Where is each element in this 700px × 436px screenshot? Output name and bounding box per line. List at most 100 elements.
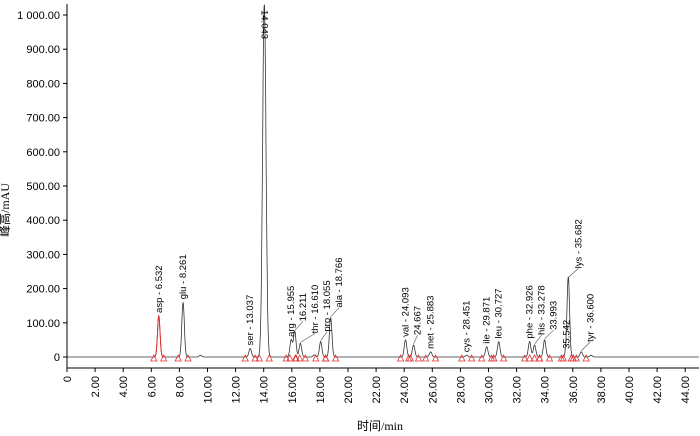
peak-marker-icon	[530, 354, 539, 362]
peak-marker-icon	[160, 354, 168, 362]
x-tick-label: 36.00	[568, 376, 580, 404]
peak-label: phe - 32.926	[525, 285, 536, 338]
peak-marker-icon	[468, 354, 476, 362]
peak-marker-icon	[174, 354, 182, 362]
peak-label: 24.667	[413, 306, 424, 335]
label-leader-line	[581, 341, 591, 352]
peak-marker-icon	[490, 354, 498, 362]
peak-label: asp - 6.532	[154, 265, 165, 313]
label-leader-line	[568, 268, 579, 278]
peak-marker-icon	[301, 354, 309, 362]
label-leader-line	[294, 321, 304, 331]
peak-marker-icon	[291, 354, 300, 362]
peak-marker-icon	[251, 354, 259, 362]
peak-marker-icon	[431, 354, 440, 362]
x-tick-label: 16.00	[287, 376, 299, 404]
peak-marker-icon	[414, 354, 423, 362]
y-tick-label: 500.00	[26, 181, 60, 193]
peak-marker-icon	[322, 354, 330, 362]
peak-marker-icon	[536, 354, 544, 362]
peak-marker-icon	[286, 354, 294, 362]
y-tick-label: 400.00	[26, 215, 60, 227]
peak-highlight	[153, 314, 165, 358]
peak-label: 16.211	[298, 293, 309, 321]
x-tick-label: 22.00	[371, 376, 383, 404]
x-tick-label: 14.00	[259, 376, 271, 404]
peak-label: met - 25.883	[426, 296, 437, 349]
peak-label: 14.043	[258, 10, 269, 39]
chromatogram-trace	[67, 4, 699, 358]
peak-marker-icon	[582, 354, 590, 362]
peak-marker-icon	[312, 354, 320, 362]
y-axis-label: 峰高/mAU	[0, 183, 12, 237]
x-tick-label: 42.00	[652, 376, 664, 404]
peak-marker-icon	[150, 354, 158, 362]
y-tick-label: 100.00	[26, 318, 60, 330]
y-tick-label: 1 000.00	[17, 10, 60, 22]
y-tick-label: 600.00	[26, 147, 60, 159]
x-tick-label: 34.00	[540, 376, 552, 404]
x-tick-label: 2.00	[90, 376, 102, 397]
peak-marker-icon	[521, 354, 529, 362]
peak-label: pro - 18.055	[322, 280, 333, 331]
x-tick-label: 18.00	[315, 376, 327, 404]
y-tick-label: 200.00	[26, 284, 60, 296]
peak-marker-icon	[331, 354, 340, 362]
peak-label: 35.542	[561, 320, 572, 349]
y-tick-label: 900.00	[26, 44, 60, 56]
peak-marker-icon	[545, 354, 554, 362]
x-tick-label: 26.00	[427, 376, 439, 404]
x-tick-label: 28.00	[455, 376, 467, 404]
peak-marker-icon	[499, 354, 508, 362]
peak-marker-icon	[396, 354, 405, 362]
peak-marker-icon	[184, 354, 192, 362]
peak-label: thr - 16.610	[310, 285, 321, 334]
peak-marker-icon	[478, 354, 486, 362]
y-tick-label: 700.00	[26, 113, 60, 125]
x-tick-label: 12.00	[231, 376, 243, 404]
x-tick-label: 38.00	[596, 376, 608, 404]
peak-label: glu - 8.261	[178, 254, 189, 299]
y-tick-label: 300.00	[26, 249, 60, 261]
x-tick-label: 20.00	[343, 376, 355, 404]
x-tick-label: 0	[62, 376, 74, 382]
peak-label: his - 33.278	[537, 285, 548, 335]
peak-label: ile - 29.871	[482, 297, 493, 344]
peak-label: leu - 30.727	[494, 288, 505, 338]
x-tick-label: 32.00	[512, 376, 524, 404]
x-tick-label: 24.00	[399, 376, 411, 404]
label-leader-line	[300, 333, 316, 343]
peak-label: tyr - 36.600	[585, 294, 596, 342]
label-leader-line	[320, 331, 328, 341]
x-tick-label: 6.00	[146, 376, 158, 397]
label-leader-line	[534, 334, 542, 345]
x-tick-label: 40.00	[624, 376, 636, 404]
peak-label: arg - 15.955	[286, 286, 297, 337]
x-axis-label: 时间/min	[357, 419, 403, 433]
peak-label: 33.993	[549, 301, 560, 330]
y-tick-label: 0	[54, 352, 60, 364]
x-tick-label: 8.00	[174, 376, 186, 397]
y-tick-label: 800.00	[26, 78, 60, 90]
peak-marker-icon	[265, 354, 273, 362]
peak-marker-icon	[282, 354, 290, 362]
label-leader-line	[544, 329, 554, 340]
x-tick-label: 4.00	[118, 376, 130, 397]
peak-label: val - 24.093	[401, 287, 412, 337]
x-tick-label: 44.00	[680, 376, 692, 404]
peak-marker-icon	[405, 354, 413, 362]
x-tick-label: 30.00	[484, 376, 496, 404]
peak-marker-icon	[255, 354, 264, 362]
x-tick-label: 10.00	[203, 376, 215, 404]
peak-label: ala - 18.766	[334, 257, 345, 307]
peak-marker-icon	[458, 354, 466, 362]
peak-label: ser - 13.037	[245, 295, 256, 346]
label-leader-line	[330, 307, 340, 317]
peak-marker-icon	[296, 354, 304, 362]
peak-marker-icon	[525, 354, 534, 362]
peak-label: lys - 35.682	[573, 219, 584, 268]
peak-marker-icon	[241, 354, 249, 362]
peak-marker-icon	[422, 354, 430, 362]
